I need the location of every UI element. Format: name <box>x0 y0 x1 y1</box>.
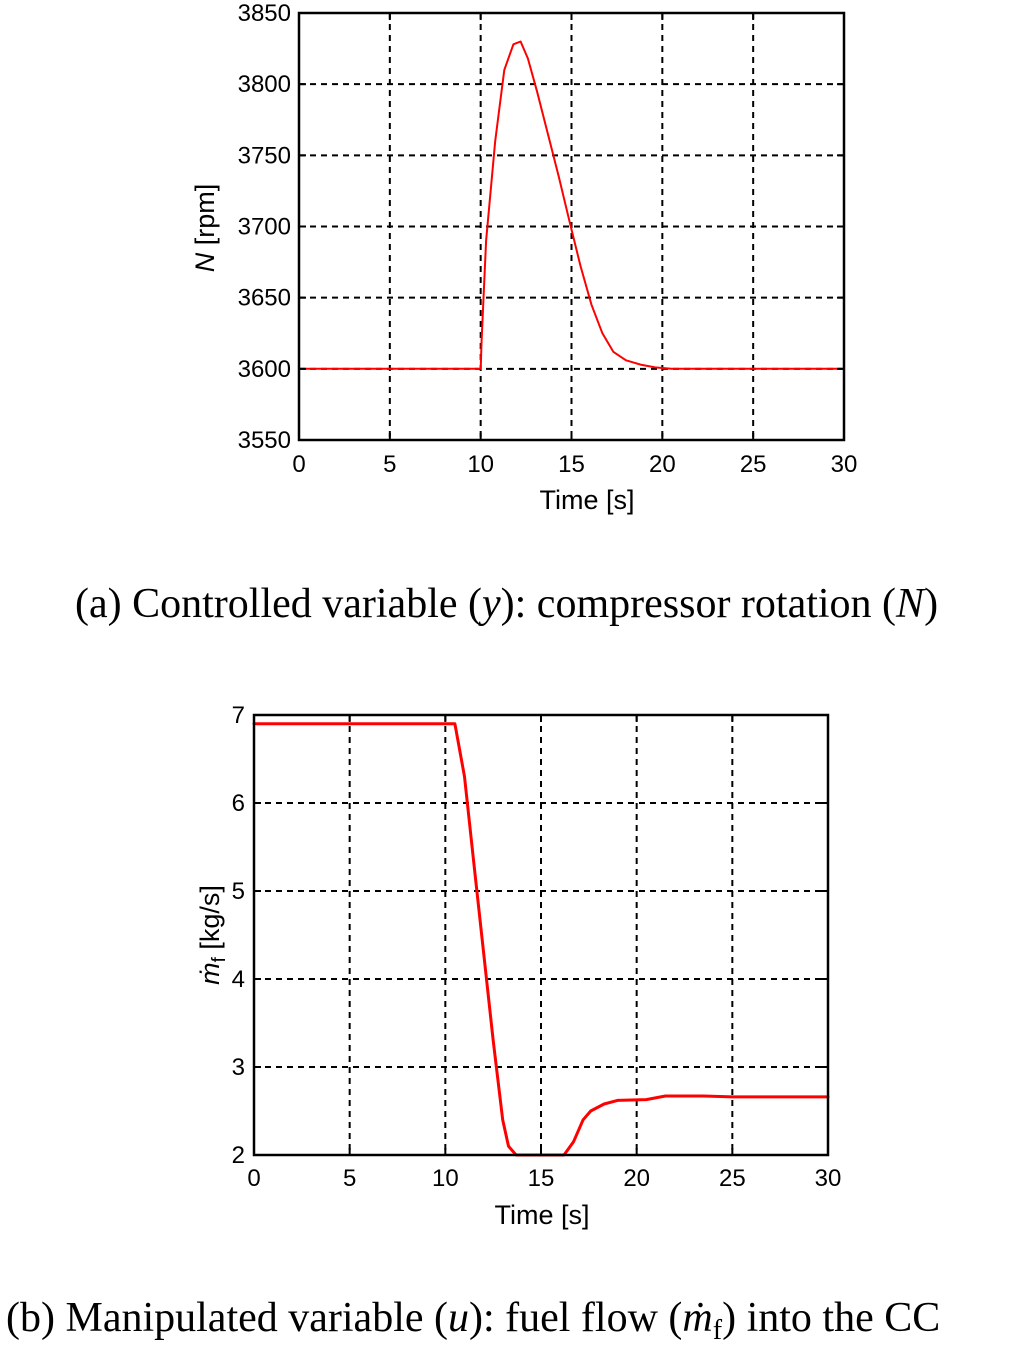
y-axis-symbol: N <box>190 252 220 272</box>
y-axis-unit: [rpm] <box>190 184 220 253</box>
tick-marks <box>253 714 829 1156</box>
x-tick-label: 25 <box>719 1165 746 1192</box>
x-tick-label: 30 <box>831 451 858 478</box>
y-tick-label: 3850 <box>238 0 291 27</box>
x-tick-label: 20 <box>623 1165 650 1192</box>
chart-compressor-rotation: 0 5 10 15 20 25 30 3550 3600 3650 3700 3750 3800 385… <box>75 0 938 627</box>
x-tick-labels: 0 5 10 15 20 25 30 <box>247 1165 841 1192</box>
y-tick-label: 5 <box>232 878 245 905</box>
y-tick-labels: 3550 3600 3650 3700 3750 3800 3850 <box>238 0 291 454</box>
y-tick-label: 3700 <box>238 214 291 241</box>
x-tick-label: 10 <box>467 451 494 478</box>
x-tick-labels: 0 5 10 15 20 25 30 <box>292 451 857 478</box>
y-tick-label: 2 <box>232 1142 245 1169</box>
tick-marks <box>298 12 845 441</box>
y-axis-label: ṁf [kg/s] <box>195 885 230 985</box>
x-tick-label: 5 <box>383 451 396 478</box>
caption-b-subscript: f <box>713 1315 723 1346</box>
y-tick-label: 7 <box>232 702 245 729</box>
y-tick-label: 3650 <box>238 285 291 312</box>
x-axis-label: Time [s] <box>539 485 634 515</box>
x-tick-label: 5 <box>343 1165 356 1192</box>
caption-b: (b) Manipulated variable (u): fuel flow … <box>6 1295 940 1346</box>
series-line <box>298 40 845 370</box>
x-axis-label: Time [s] <box>494 1200 589 1230</box>
y-axis-unit: [kg/s] <box>195 885 225 957</box>
y-tick-label: 6 <box>232 790 245 817</box>
caption-b-suffix: ) into the CC <box>722 1295 940 1341</box>
y-tick-label: 3550 <box>238 427 291 454</box>
y-axis-symbol: ṁ <box>195 962 225 985</box>
x-tick-label: 15 <box>528 1165 555 1192</box>
caption-b-var-mdot: ṁ <box>682 1295 712 1341</box>
caption-b-mid: ): fuel flow ( <box>469 1295 682 1341</box>
caption-a-var-n: N <box>895 581 926 627</box>
caption-a-mid: ): compressor rotation ( <box>501 581 896 627</box>
caption-a-suffix: ) <box>924 581 938 627</box>
caption-b-prefix: (b) Manipulated variable ( <box>6 1295 448 1341</box>
y-tick-label: 3750 <box>238 142 291 169</box>
y-tick-label: 3800 <box>238 71 291 98</box>
x-tick-label: 0 <box>292 451 305 478</box>
x-tick-label: 30 <box>815 1165 842 1192</box>
caption-b-var-u: u <box>448 1295 469 1341</box>
x-tick-label: 25 <box>740 451 767 478</box>
x-tick-label: 15 <box>558 451 585 478</box>
y-tick-label: 3 <box>232 1054 245 1081</box>
grid <box>254 715 828 1155</box>
y-tick-label: 4 <box>232 966 245 993</box>
y-axis-label: N [rpm] <box>190 184 220 273</box>
x-tick-label: 0 <box>247 1165 260 1192</box>
y-axis-subscript: f <box>209 956 230 962</box>
y-tick-labels: 2 3 4 5 6 7 <box>232 702 245 1169</box>
y-tick-label: 3600 <box>238 356 291 383</box>
caption-a: (a) Controlled variable (y): compressor … <box>75 581 938 627</box>
x-tick-label: 10 <box>432 1165 459 1192</box>
caption-a-var-y: y <box>478 581 501 627</box>
x-tick-label: 20 <box>649 451 676 478</box>
caption-a-prefix: (a) Controlled variable ( <box>75 581 482 627</box>
